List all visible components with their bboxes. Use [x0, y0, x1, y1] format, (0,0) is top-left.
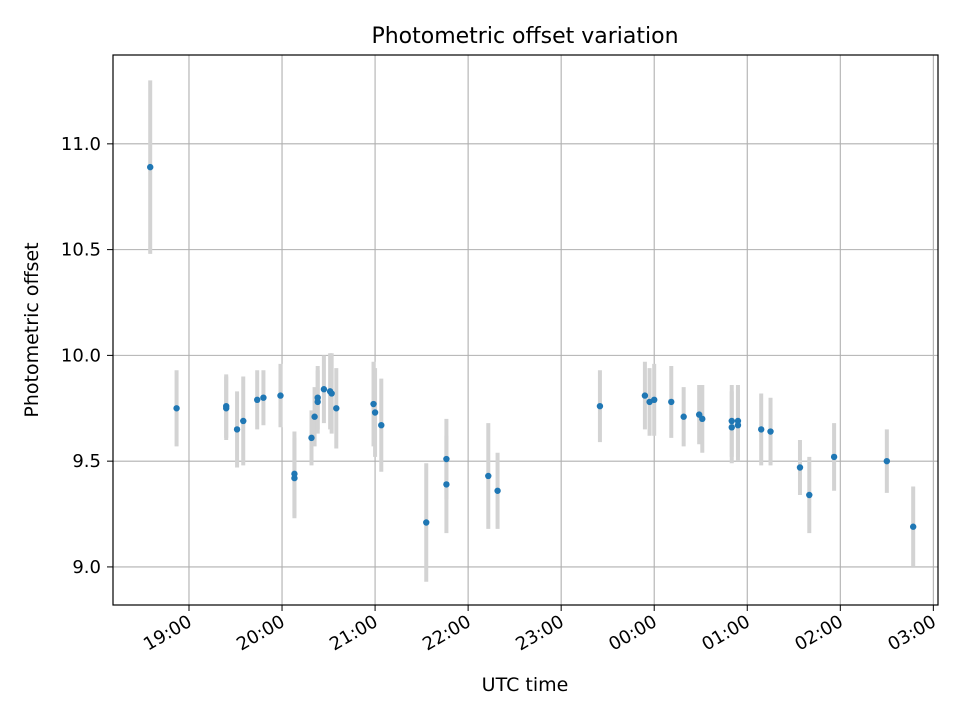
y-axis-ticks: 9.0 9.5 10.0 10.5 11.0	[61, 134, 113, 578]
plot-frame	[112, 54, 939, 606]
y-tick-label: 10.0	[61, 345, 101, 366]
data-point	[314, 398, 321, 406]
data-point	[443, 455, 450, 463]
data-point	[596, 402, 604, 410]
data-point	[668, 398, 675, 406]
data-point	[328, 390, 335, 397]
data-point	[485, 472, 492, 480]
data-point	[728, 424, 735, 431]
data-point	[371, 409, 379, 416]
data-point	[333, 405, 340, 412]
data-point	[260, 394, 267, 401]
data-point	[291, 474, 298, 482]
data-point	[909, 523, 917, 530]
data-point	[423, 519, 430, 526]
data-point	[728, 417, 735, 425]
data-point	[147, 163, 154, 171]
data-point	[311, 413, 318, 420]
data-point	[734, 421, 742, 429]
data-point	[883, 457, 891, 465]
y-tick-label: 11.0	[61, 134, 101, 155]
data-point	[277, 392, 284, 399]
data-point	[758, 426, 765, 433]
y-tick-label: 9.5	[72, 451, 101, 472]
data-point	[370, 400, 377, 408]
data-point	[308, 434, 315, 442]
data-point	[240, 417, 247, 425]
y-tick-label: 10.5	[61, 240, 101, 261]
data-point	[233, 426, 241, 433]
data-point	[443, 481, 450, 488]
data-point	[680, 413, 687, 420]
data-point	[320, 386, 328, 393]
data-point	[796, 464, 804, 471]
data-points	[147, 163, 917, 530]
y-tick-label: 9.0	[72, 557, 101, 578]
data-point	[494, 487, 501, 494]
data-point	[173, 405, 180, 412]
data-point	[767, 428, 774, 435]
data-point	[223, 405, 230, 412]
x-axis-label: UTC time	[482, 674, 569, 696]
data-point	[254, 396, 261, 404]
data-point	[651, 396, 658, 404]
data-point	[378, 421, 385, 429]
data-point	[830, 453, 838, 461]
data-point	[641, 392, 649, 399]
grid	[113, 55, 938, 605]
chart-title: Photometric offset variation	[371, 24, 678, 49]
data-point	[806, 491, 813, 499]
data-point	[699, 415, 706, 423]
y-axis-label: Photometric offset	[21, 242, 43, 417]
